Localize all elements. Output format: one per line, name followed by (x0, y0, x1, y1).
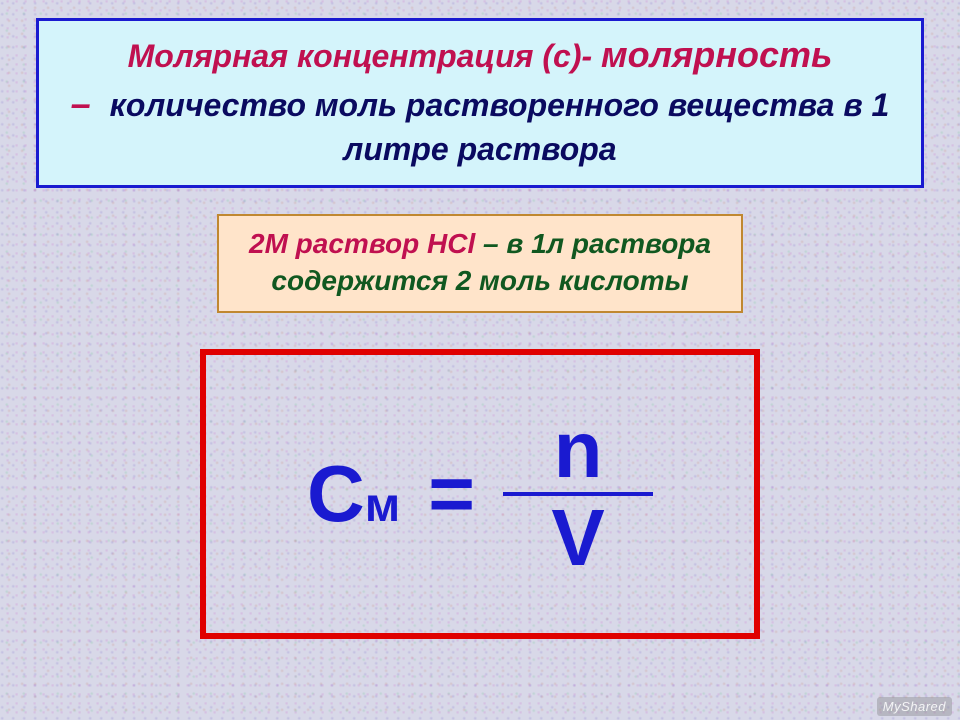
formula-box: С м = n V (200, 349, 760, 639)
example-line-1: 2М раствор HCl – в 1л раствора (249, 226, 711, 262)
formula-fraction: n V (503, 410, 653, 578)
definition-box: Молярная концентрация (с)- молярность – … (36, 18, 924, 188)
formula-numerator: n (554, 410, 603, 490)
formula-lhs: С м (307, 448, 400, 540)
definition-text: Молярная концентрация (с)- молярность – … (71, 54, 899, 164)
formula-wrapper: С м = n V (36, 349, 924, 639)
example-wrapper: 2М раствор HCl – в 1л раствора содержитс… (36, 214, 924, 313)
slide-content: Молярная концентрация (с)- молярность – … (0, 0, 960, 720)
formula-subscript-m: м (365, 478, 401, 533)
formula-denominator: V (551, 498, 604, 578)
formula-symbol-C: С (307, 448, 365, 540)
watermark: MyShared (877, 697, 952, 716)
formula-equals: = (428, 448, 475, 540)
example-box: 2М раствор HCl – в 1л раствора содержитс… (217, 214, 743, 313)
example-line-2: содержится 2 моль кислоты (249, 263, 711, 299)
